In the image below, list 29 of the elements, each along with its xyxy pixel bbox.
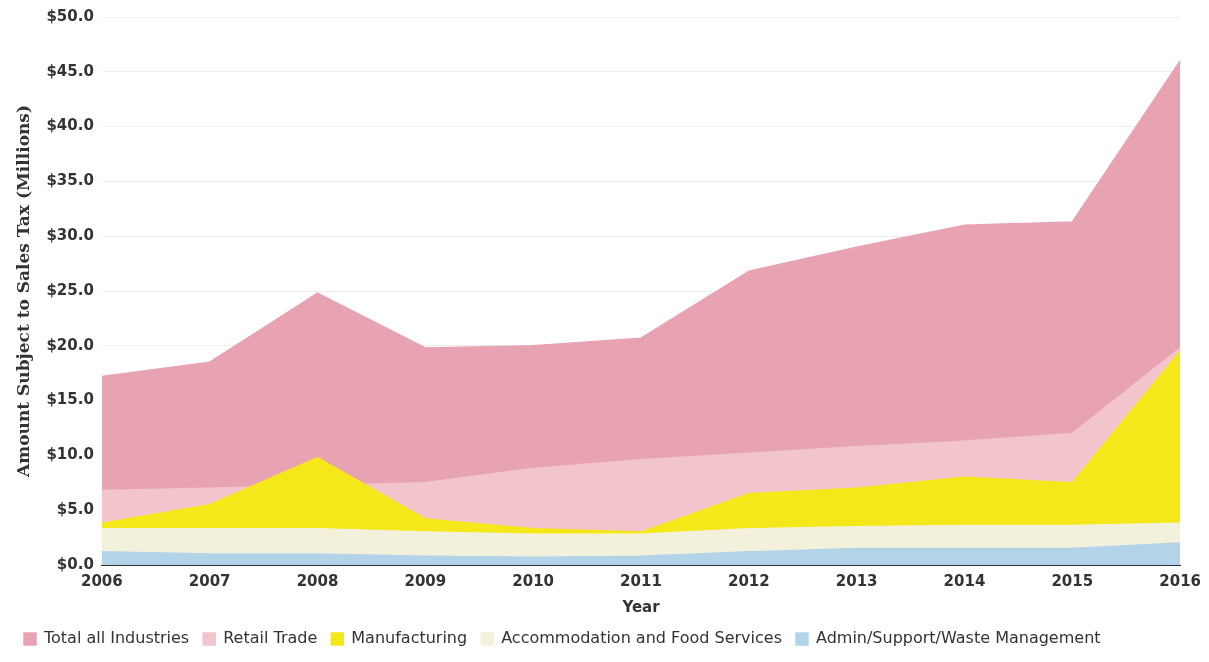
legend-label: Accommodation and Food Services [501,628,782,648]
x-tick-label: 2013 [835,571,878,590]
y-tick-label: $30.0 [46,226,94,245]
y-tick-label: $35.0 [46,171,94,190]
y-tick-label: $50.0 [46,6,94,25]
x-tick-label: 2010 [512,571,555,590]
legend-label: Manufacturing [351,628,468,648]
x-tick-label: 2007 [188,571,231,590]
y-tick-label: $20.0 [46,335,94,354]
x-axis-title: Year [621,597,661,616]
x-tick-label: 2016 [1159,571,1201,590]
y-tick-label: $0.0 [56,554,94,573]
x-tick-label: 2014 [943,571,986,590]
x-tick-label: 2009 [404,571,447,590]
y-tick-label: $15.0 [46,390,94,409]
legend-label: Admin/Support/Waste Management [815,628,1101,648]
y-tick-label: $10.0 [46,445,94,464]
y-tick-label: $5.0 [56,500,94,519]
y-tick-label: $25.0 [46,280,94,299]
y-tick-label: $40.0 [46,116,94,135]
legend-label: Retail Trade [223,628,318,648]
x-tick-label: 2006 [80,571,123,590]
legend-label: Total all Industries [43,628,190,648]
x-tick-label: 2008 [296,571,339,590]
y-tick-label: $45.0 [46,61,94,80]
x-tick-label: 2012 [727,571,770,590]
x-tick-label: 2015 [1051,571,1094,590]
x-tick-label: 2011 [620,571,662,590]
y-axis-title: Amount Subject to Sales Tax (Millions) [12,105,33,478]
